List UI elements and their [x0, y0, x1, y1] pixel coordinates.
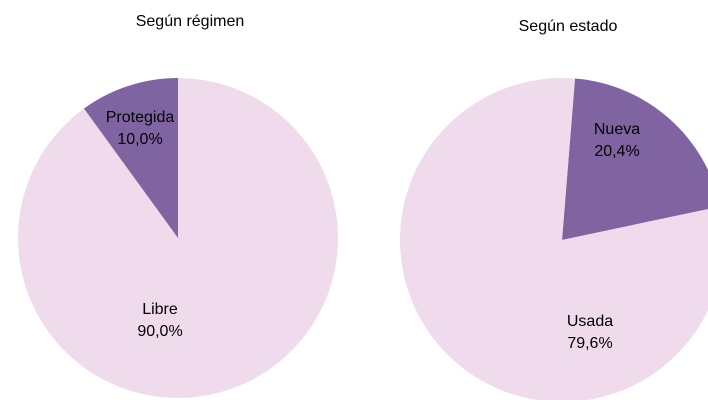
slice-value: 20,4%	[594, 143, 639, 160]
slice-label: Usada	[567, 313, 613, 330]
slice-value: 79,6%	[567, 335, 612, 352]
slice-label: Nueva	[594, 121, 640, 138]
chart-title: Según estado	[519, 18, 618, 35]
slice-label: Libre	[142, 301, 178, 318]
pie-slice	[562, 78, 708, 240]
slice-label: Protegida	[106, 109, 175, 126]
slice-value: 90,0%	[137, 323, 182, 340]
pie-slice	[400, 78, 708, 400]
pie-slice	[83, 78, 178, 238]
chart-title: Según régimen	[136, 13, 245, 30]
slice-value: 10,0%	[117, 131, 162, 148]
